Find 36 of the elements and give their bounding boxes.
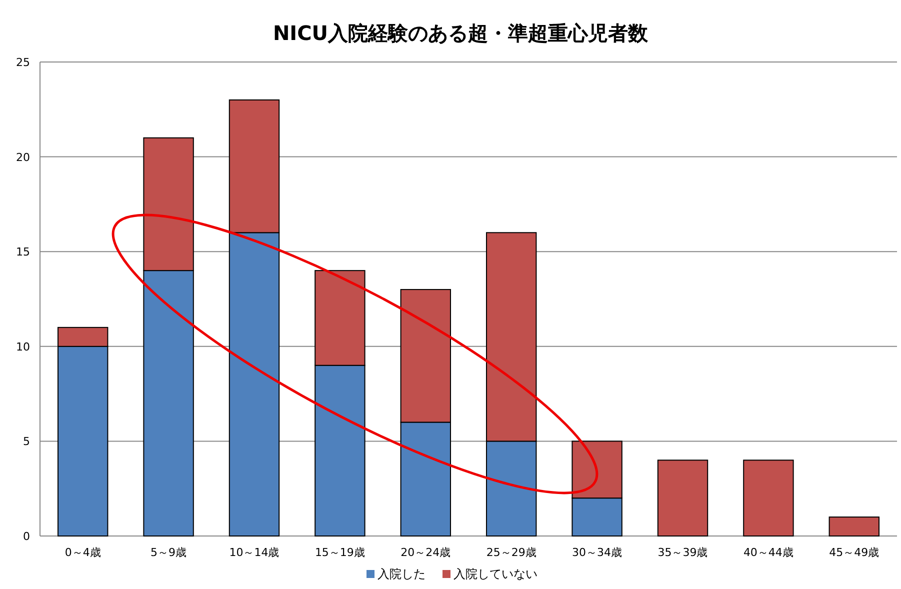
y-tick-label: 5	[23, 435, 30, 448]
x-tick-label: 25～29歳	[486, 546, 536, 559]
bar	[57, 346, 108, 536]
legend-label: 入院した	[378, 567, 426, 581]
bar	[657, 460, 708, 536]
y-tick-label: 20	[16, 150, 30, 164]
y-tick-label: 25	[16, 56, 30, 69]
bar	[314, 270, 366, 366]
bar	[143, 137, 194, 272]
y-tick-label: 0	[23, 530, 30, 543]
x-tick-label: 40～44歳	[743, 546, 794, 559]
bar	[486, 440, 537, 536]
bar	[228, 232, 280, 536]
y-tick-label: 15	[16, 246, 30, 259]
y-tick-label: 10	[16, 340, 30, 354]
legend-label: 入院していない	[454, 567, 538, 581]
bar	[57, 326, 108, 347]
x-tick-label: 45～49歳	[829, 546, 880, 559]
x-tick-label: 5～9歳	[150, 546, 187, 559]
bar	[828, 516, 880, 536]
bar	[400, 422, 452, 536]
x-tick-label: 0～4歳	[64, 546, 101, 559]
bar	[743, 460, 794, 536]
bar	[486, 232, 537, 442]
x-tick-label: 35～39歳	[658, 546, 708, 559]
chart-title: NICU入院経験のある超・準超重心児者数	[272, 21, 650, 45]
bar	[400, 289, 452, 423]
bar	[143, 270, 194, 536]
x-tick-label: 15～19歳	[314, 546, 365, 559]
bar	[314, 364, 366, 536]
bar	[228, 99, 280, 234]
x-tick-label: 10～14歳	[229, 546, 280, 559]
bar	[572, 440, 622, 499]
x-tick-label: 20～24歳	[400, 546, 451, 559]
x-tick-label: 30～34歳	[572, 546, 622, 559]
bar	[572, 498, 622, 536]
